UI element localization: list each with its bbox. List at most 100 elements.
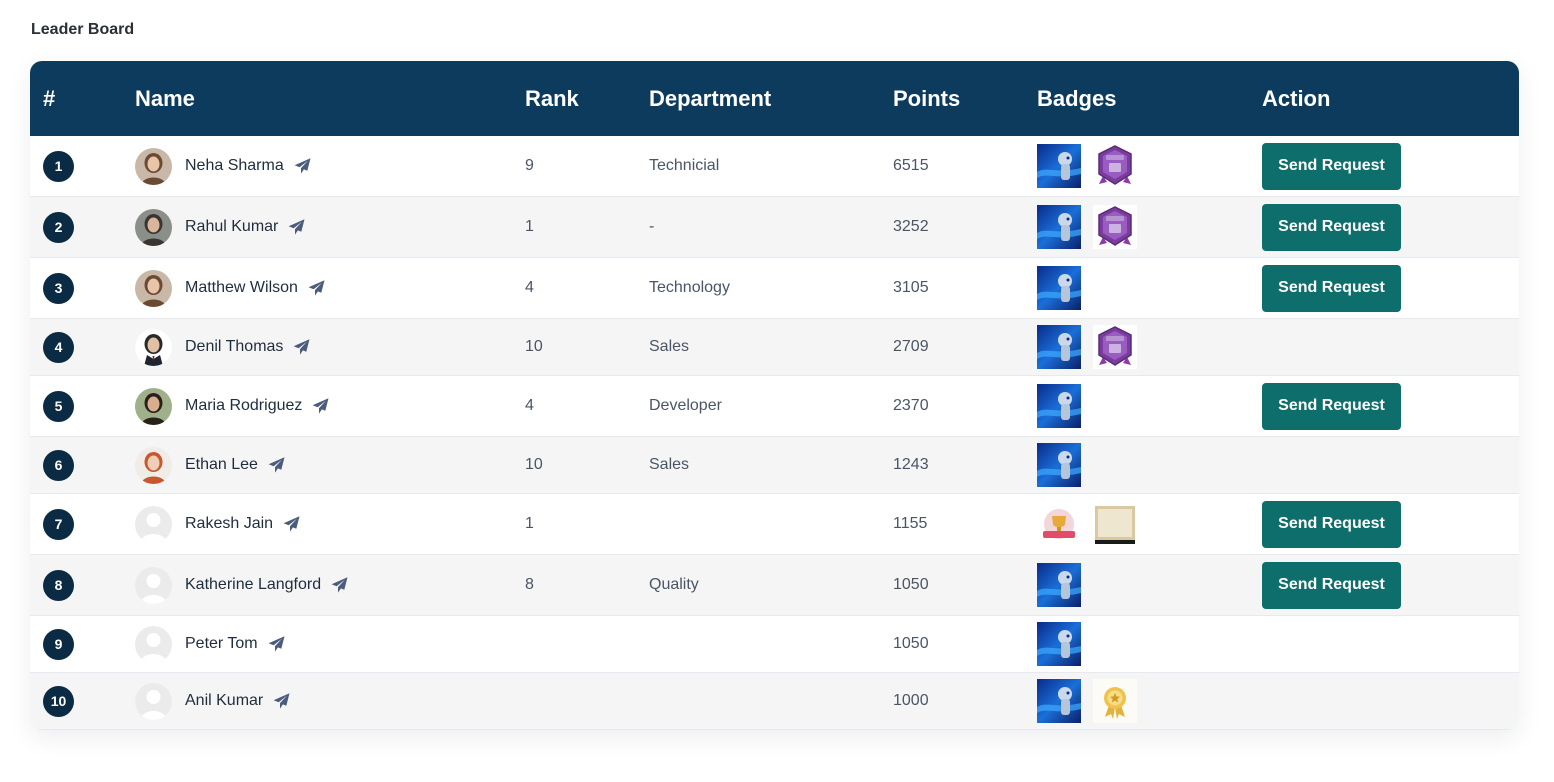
avatar — [135, 625, 172, 663]
badges-cell — [1037, 555, 1093, 615]
profile-complete-badge — [1093, 325, 1149, 369]
send-request-button[interactable]: Send Request — [1262, 382, 1401, 430]
position-number: 9 — [43, 628, 74, 660]
department-value: Sales — [649, 338, 690, 355]
avatar — [135, 387, 172, 425]
action-cell: Send Request — [1262, 197, 1401, 257]
rank-value: 10 — [525, 456, 543, 473]
table-row: 1 Neha Sharma 9 Technicial 6515 Send Request — [30, 136, 1519, 197]
points-value: 1000 — [893, 692, 929, 709]
points-value: 6515 — [893, 157, 929, 174]
send-message-icon[interactable] — [288, 219, 305, 235]
position-number: 10 — [43, 685, 74, 717]
user-name[interactable]: Rahul Kumar — [185, 218, 279, 235]
user-name[interactable]: Matthew Wilson — [185, 279, 298, 296]
rank-value: 4 — [525, 397, 534, 414]
user-name-cell: Maria Rodriguez — [185, 376, 329, 436]
avatar — [135, 208, 172, 246]
send-request-button[interactable]: Send Request — [1262, 500, 1401, 548]
user-name-cell: Neha Sharma — [185, 136, 311, 196]
send-message-icon[interactable] — [268, 457, 285, 473]
send-message-icon[interactable] — [268, 636, 285, 652]
position-number: 4 — [43, 331, 74, 363]
user-name-cell: Matthew Wilson — [185, 258, 325, 318]
badges-cell — [1037, 437, 1093, 493]
table-body: 1 Neha Sharma 9 Technicial 6515 Send Request 2… — [30, 136, 1519, 730]
robot-badge — [1037, 144, 1093, 188]
department-value: Technology — [649, 279, 730, 296]
rank-value: 1 — [525, 515, 534, 532]
avatar — [135, 328, 172, 366]
badges-cell — [1037, 319, 1149, 375]
user-name[interactable]: Neha Sharma — [185, 157, 284, 174]
profile-complete-badge — [1093, 205, 1149, 249]
robot-badge — [1037, 563, 1093, 607]
send-message-icon[interactable] — [283, 516, 300, 532]
robot-badge — [1037, 384, 1093, 428]
table-row: 4 Denil Thomas 10 Sales 2709 — [30, 319, 1519, 376]
avatar — [135, 682, 172, 720]
trophy-badge — [1037, 502, 1093, 546]
badges-cell — [1037, 376, 1093, 436]
department-value: Sales — [649, 456, 690, 473]
table-header: # Name Rank Department Points Badges Act… — [30, 61, 1519, 136]
user-name[interactable]: Denil Thomas — [185, 338, 284, 355]
send-message-icon[interactable] — [293, 339, 310, 355]
send-message-icon[interactable] — [312, 398, 329, 414]
send-message-icon[interactable] — [294, 158, 311, 174]
robot-badge — [1037, 325, 1093, 369]
user-name[interactable]: Peter Tom — [185, 635, 258, 652]
user-name[interactable]: Katherine Langford — [185, 576, 322, 593]
table-row: 6 Ethan Lee 10 Sales 1243 — [30, 437, 1519, 494]
send-request-button[interactable]: Send Request — [1262, 142, 1401, 190]
column-header-points: Points — [893, 86, 961, 111]
badges-cell — [1037, 616, 1093, 672]
avatar — [135, 147, 172, 185]
table-row: 10 Anil Kumar 1000 — [30, 673, 1519, 730]
position-number: 3 — [43, 272, 74, 304]
avatar — [135, 446, 172, 484]
badges-cell — [1037, 197, 1149, 257]
user-name[interactable]: Anil Kumar — [185, 692, 264, 709]
user-name-cell: Denil Thomas — [185, 319, 310, 375]
table-row: 8 Katherine Langford 8 Quality 1050 Send Requ… — [30, 555, 1519, 616]
column-header-badges: Badges — [1037, 86, 1117, 111]
avatar — [135, 566, 172, 604]
robot-badge — [1037, 266, 1093, 310]
user-name-cell: Anil Kumar — [185, 673, 290, 729]
send-message-icon[interactable] — [308, 280, 325, 296]
action-cell: Send Request — [1262, 555, 1401, 615]
column-header-rank: Rank — [525, 86, 579, 111]
user-name[interactable]: Rakesh Jain — [185, 515, 274, 532]
avatar — [135, 269, 172, 307]
rank-value: 9 — [525, 157, 534, 174]
action-cell: Send Request — [1262, 136, 1401, 196]
user-name[interactable]: Maria Rodriguez — [185, 397, 303, 414]
position-number: 2 — [43, 211, 74, 243]
user-name-cell: Rahul Kumar — [185, 197, 305, 257]
action-cell: Send Request — [1262, 376, 1401, 436]
user-name[interactable]: Ethan Lee — [185, 456, 258, 473]
rank-value: 1 — [525, 218, 534, 235]
send-request-button[interactable]: Send Request — [1262, 561, 1401, 609]
rank-value: 8 — [525, 576, 534, 593]
send-message-icon[interactable] — [273, 693, 290, 709]
send-message-icon[interactable] — [331, 577, 348, 593]
points-value: 1050 — [893, 635, 929, 652]
column-header-department: Department — [649, 86, 772, 111]
badges-cell — [1037, 258, 1093, 318]
send-request-button[interactable]: Send Request — [1262, 203, 1401, 251]
badges-cell — [1037, 136, 1149, 196]
user-name-cell: Katherine Langford — [185, 555, 348, 615]
action-cell: Send Request — [1262, 258, 1401, 318]
department-value: Quality — [649, 576, 699, 593]
rank-value: 4 — [525, 279, 534, 296]
robot-badge — [1037, 622, 1093, 666]
page-title: Leader Board — [31, 21, 135, 38]
points-value: 2709 — [893, 338, 929, 355]
badges-cell — [1037, 494, 1149, 554]
send-request-button[interactable]: Send Request — [1262, 264, 1401, 312]
table-row: 3 Matthew Wilson 4 Technology 3105 Send Reque… — [30, 258, 1519, 319]
position-number: 5 — [43, 390, 74, 422]
department-value: - — [649, 218, 655, 235]
